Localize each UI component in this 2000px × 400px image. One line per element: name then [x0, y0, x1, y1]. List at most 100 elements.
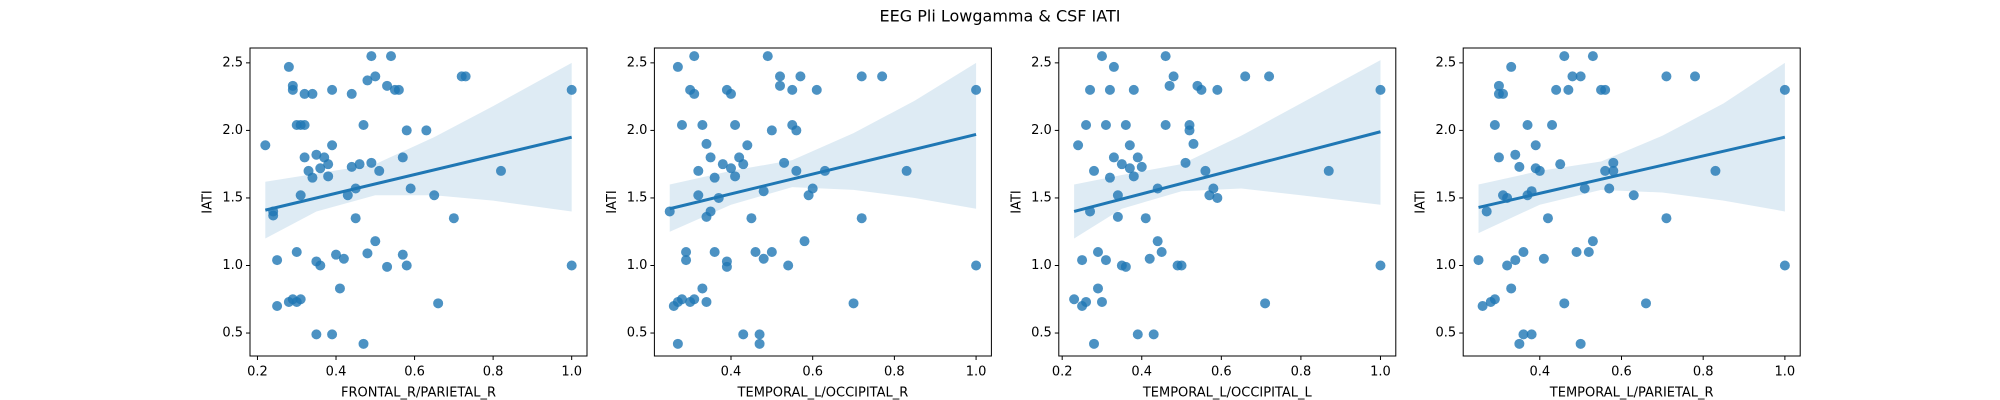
data-point [1579, 183, 1590, 194]
data-point [307, 172, 318, 183]
data-point [448, 213, 459, 224]
data-point [386, 51, 397, 62]
data-point [775, 71, 786, 82]
data-point [1132, 329, 1143, 340]
data-point [401, 125, 412, 136]
y-tick-label: 2.5 [1436, 55, 1457, 70]
data-point [758, 186, 769, 197]
data-point [1077, 255, 1088, 266]
data-point [1538, 253, 1549, 264]
data-point [291, 246, 302, 257]
data-point [725, 88, 736, 99]
data-point [1587, 236, 1598, 247]
x-tick-label: 0.2 [247, 365, 268, 380]
y-axis-label: IATI [605, 190, 620, 214]
y-tick-label: 0.5 [1031, 326, 1052, 341]
y-tick-label: 2.0 [222, 123, 243, 138]
data-point [1375, 84, 1386, 95]
data-point [689, 88, 700, 99]
data-point [260, 140, 271, 151]
data-point [848, 298, 859, 309]
data-point [721, 261, 732, 272]
data-point [1600, 84, 1611, 95]
data-point [754, 338, 765, 349]
x-tick-label: 0.4 [326, 365, 347, 380]
data-point [1260, 298, 1271, 309]
y-tick-label: 1.0 [1436, 258, 1457, 273]
data-point [1120, 120, 1131, 130]
data-point [705, 206, 716, 217]
data-point [358, 338, 369, 349]
data-point [1779, 84, 1790, 95]
data-point [1085, 84, 1096, 95]
data-point [1608, 165, 1619, 176]
y-tick-label: 2.5 [222, 55, 243, 70]
y-tick-label: 1.0 [627, 258, 648, 273]
data-point [1124, 140, 1135, 151]
data-point [1567, 71, 1578, 82]
data-point [672, 338, 683, 349]
confidence-band [1074, 60, 1381, 239]
data-point [1604, 183, 1615, 194]
data-point [295, 190, 306, 201]
data-point [350, 213, 361, 224]
data-point [354, 159, 365, 170]
data-point [1690, 71, 1701, 82]
data-point [1104, 84, 1115, 95]
data-point [1506, 283, 1517, 294]
data-point [1128, 171, 1139, 182]
data-point [311, 329, 322, 340]
x-tick-label: 0.4 [1131, 365, 1152, 380]
data-point [1710, 165, 1721, 176]
data-point [1176, 260, 1187, 271]
data-point [730, 171, 741, 182]
panel: 0.5 1.0 1.5 2.0 2.5 0.2 0.4 0.6 0.8 1.0 FRONTAL_R/… [201, 47, 588, 400]
data-point [1493, 80, 1504, 91]
data-point [689, 51, 700, 62]
y-tick-label: 1.0 [1031, 258, 1052, 273]
data-point [754, 329, 765, 340]
y-tick-label: 0.5 [627, 326, 648, 341]
data-point [1116, 159, 1127, 170]
data-point [758, 253, 769, 264]
data-point [697, 120, 708, 130]
regression-line [1478, 135, 1786, 209]
data-point [1148, 329, 1159, 340]
x-tick-label: 0.6 [1211, 365, 1232, 380]
data-point [1112, 190, 1123, 201]
data-point [401, 260, 412, 271]
y-tick-label: 1.5 [1031, 190, 1052, 205]
axes-frame [1462, 47, 1801, 357]
data-point [1164, 80, 1175, 91]
data-point [709, 172, 720, 183]
x-tick-label: 1.0 [1370, 365, 1391, 380]
data-point [766, 246, 777, 257]
x-tick-label: 0.6 [802, 365, 823, 380]
data-point [1160, 51, 1171, 62]
data-point [1510, 255, 1521, 266]
data-point [672, 61, 683, 72]
data-point [566, 84, 577, 95]
data-point [1661, 213, 1672, 224]
x-axis-label: FRONTAL_R/PARIETAL_R [341, 386, 496, 400]
x-axis-label: TEMPORAL_L/OCCIPITAL_R [737, 386, 909, 400]
data-point [566, 260, 577, 271]
data-point [1180, 157, 1191, 168]
data-point [1518, 329, 1529, 340]
data-point [1104, 172, 1115, 183]
data-point [421, 125, 432, 136]
data-point [1264, 71, 1275, 82]
data-point [307, 88, 318, 99]
data-point [1089, 338, 1100, 349]
y-tick-label: 0.5 [1436, 326, 1457, 341]
data-point [1096, 296, 1107, 307]
data-point [370, 236, 381, 247]
data-point [358, 120, 369, 130]
data-point [405, 183, 416, 194]
y-tick-label: 1.5 [627, 190, 648, 205]
y-tick-label: 2.0 [1436, 123, 1457, 138]
data-point [1124, 163, 1135, 174]
y-tick-label: 2.5 [627, 55, 648, 70]
data-point [311, 149, 322, 160]
data-point [1502, 260, 1513, 271]
